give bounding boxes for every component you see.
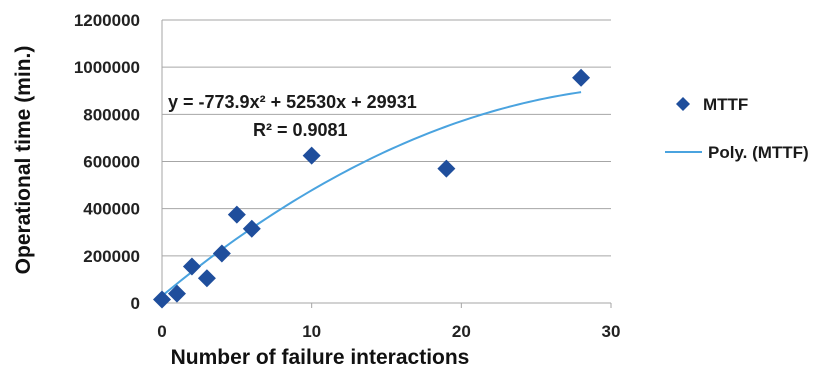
trendline-path xyxy=(161,91,582,297)
x-tick-label: 20 xyxy=(452,322,471,341)
legend-marker-mttf xyxy=(676,97,690,111)
legend-label-mttf: MTTF xyxy=(703,95,748,114)
data-point xyxy=(242,219,261,238)
data-point xyxy=(227,205,246,224)
y-tick-label: 200000 xyxy=(83,247,140,266)
y-tick-label: 400000 xyxy=(83,200,140,219)
data-point xyxy=(437,159,456,178)
y-tick-label: 1200000 xyxy=(74,11,140,30)
legend: MTTF Poly. (MTTF) xyxy=(665,95,809,162)
y-axis-title: Operational time (min.) xyxy=(12,46,35,275)
trendline-group xyxy=(161,91,582,297)
data-point xyxy=(212,244,231,263)
x-tick-label: 30 xyxy=(602,322,621,341)
x-axis-title: Number of failure interactions xyxy=(171,346,470,369)
y-tick-label: 600000 xyxy=(83,153,140,172)
data-point xyxy=(302,146,321,165)
y-tick-label: 1000000 xyxy=(74,58,140,77)
legend-label-trendline: Poly. (MTTF) xyxy=(708,143,809,162)
gridlines xyxy=(161,19,612,308)
r-squared-label: R² = 0.9081 xyxy=(253,120,348,140)
data-point xyxy=(167,284,186,303)
trendline-equation: y = -773.9x² + 52530x + 29931 xyxy=(168,92,417,112)
data-point xyxy=(572,68,591,87)
x-tick-label: 0 xyxy=(157,322,166,341)
y-tick-label: 0 xyxy=(131,294,140,313)
data-points xyxy=(153,68,591,309)
y-tick-label: 800000 xyxy=(83,105,140,124)
data-point xyxy=(182,257,201,276)
x-tick-label: 10 xyxy=(302,322,321,341)
data-point xyxy=(153,290,171,309)
x-tick-labels: 0 10 20 30 xyxy=(157,322,620,341)
data-point xyxy=(197,269,216,288)
y-tick-labels: 0 200000 400000 600000 800000 1000000 1200000 xyxy=(74,11,140,313)
